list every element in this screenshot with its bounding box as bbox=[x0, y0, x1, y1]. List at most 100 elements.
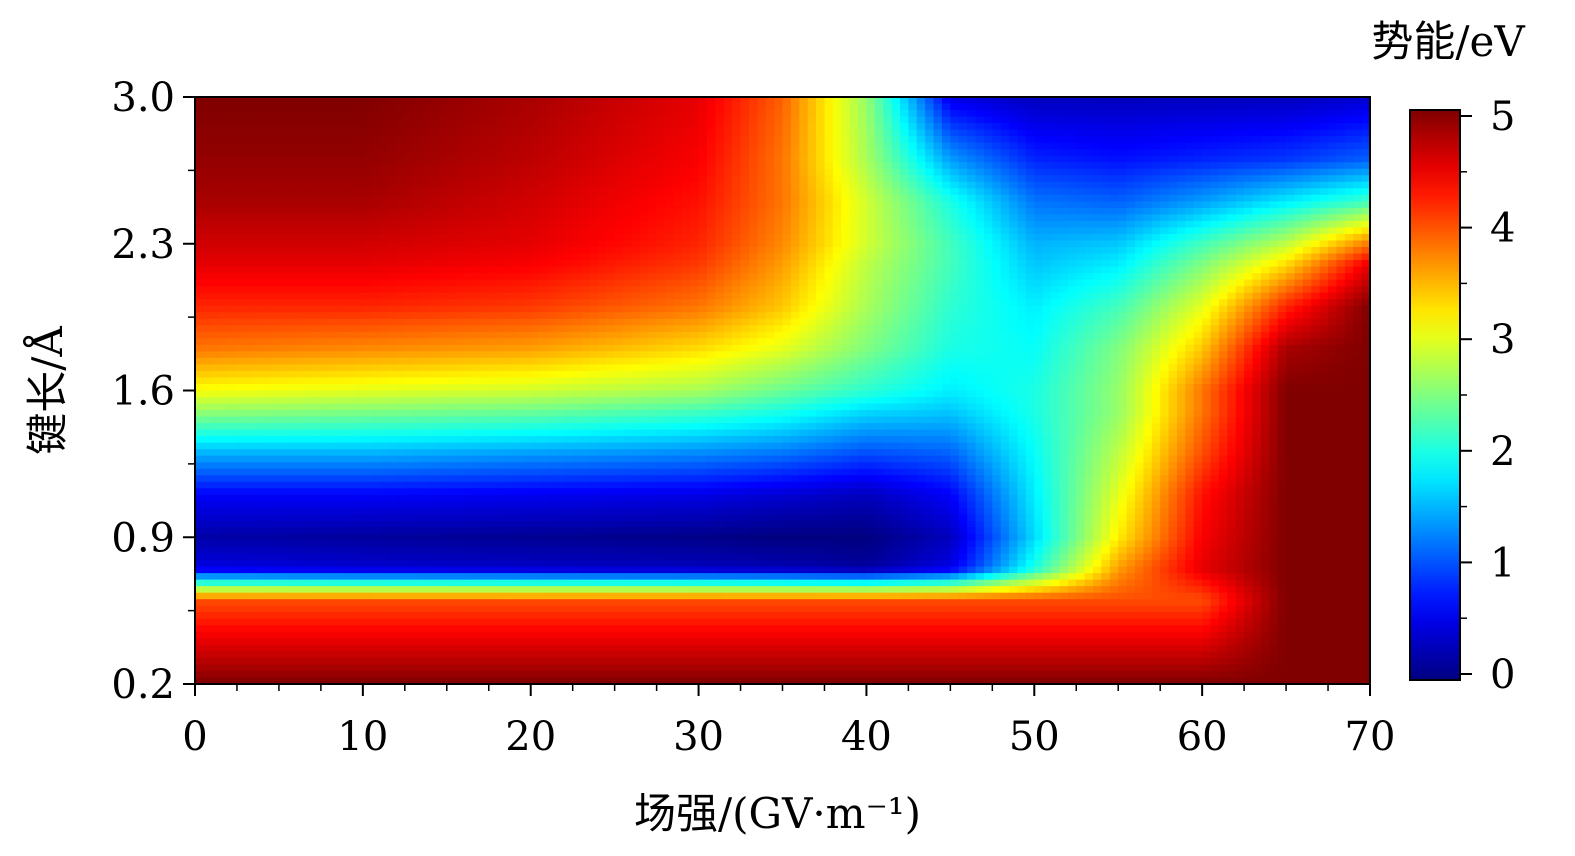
heatmap-cell bbox=[396, 253, 406, 261]
heatmap-cell bbox=[1311, 299, 1321, 307]
heatmap-cell bbox=[1101, 227, 1111, 235]
heatmap-cell bbox=[908, 292, 918, 300]
heatmap-cell bbox=[715, 123, 725, 131]
heatmap-cell bbox=[858, 305, 868, 313]
heatmap-cell bbox=[715, 325, 725, 333]
heatmap-cell bbox=[1059, 110, 1069, 118]
heatmap-cell bbox=[388, 220, 398, 229]
heatmap-cell bbox=[1042, 214, 1052, 222]
heatmap-cell bbox=[505, 260, 515, 268]
heatmap-cell bbox=[983, 325, 993, 333]
heatmap-cell bbox=[1235, 240, 1245, 248]
heatmap-cell bbox=[681, 325, 691, 333]
heatmap-cell bbox=[1126, 175, 1136, 183]
heatmap-cell bbox=[396, 279, 406, 287]
heatmap-cell bbox=[765, 129, 775, 137]
heatmap-cell bbox=[1185, 299, 1195, 307]
heatmap-cell bbox=[1143, 273, 1153, 281]
heatmap-cell bbox=[706, 279, 716, 287]
heatmap-cell bbox=[581, 97, 591, 105]
heatmap-cell bbox=[925, 181, 935, 189]
heatmap-cell bbox=[421, 181, 431, 189]
heatmap-cell bbox=[1210, 292, 1220, 300]
heatmap-cell bbox=[656, 110, 666, 118]
heatmap-cell bbox=[471, 266, 481, 274]
heatmap-cell bbox=[371, 227, 381, 235]
heatmap-cell bbox=[723, 188, 733, 196]
heatmap-cell bbox=[287, 162, 297, 170]
heatmap-cell bbox=[471, 142, 481, 150]
heatmap-cell bbox=[379, 142, 389, 150]
heatmap-cell bbox=[1235, 110, 1245, 118]
heatmap-cell bbox=[614, 116, 624, 124]
heatmap-cell bbox=[572, 266, 582, 274]
heatmap-cell bbox=[1009, 123, 1019, 131]
heatmap-cell bbox=[1051, 253, 1061, 261]
heatmap-cell bbox=[1353, 299, 1363, 307]
heatmap-cell bbox=[1227, 188, 1237, 196]
heatmap-cell bbox=[1185, 181, 1195, 189]
heatmap-cell bbox=[732, 325, 742, 333]
heatmap-cell bbox=[362, 247, 372, 255]
heatmap-cell bbox=[505, 97, 515, 105]
heatmap-cell bbox=[631, 312, 641, 320]
heatmap-cell bbox=[362, 194, 372, 202]
heatmap-cell bbox=[195, 227, 204, 235]
heatmap-cell bbox=[539, 136, 549, 144]
heatmap-cell bbox=[765, 155, 775, 163]
heatmap-cell bbox=[287, 194, 297, 202]
heatmap-cell bbox=[581, 253, 591, 261]
heatmap-cell bbox=[320, 110, 330, 118]
heatmap-cell bbox=[455, 247, 465, 255]
heatmap-cell bbox=[648, 227, 658, 235]
heatmap-cell bbox=[480, 162, 490, 170]
heatmap-cell bbox=[253, 279, 263, 287]
heatmap-cell bbox=[1269, 260, 1279, 268]
heatmap-cell bbox=[1135, 318, 1144, 326]
heatmap-cell bbox=[1000, 318, 1010, 326]
heatmap-cell bbox=[639, 227, 649, 235]
heatmap-cell bbox=[681, 233, 691, 242]
heatmap-cell bbox=[589, 312, 599, 320]
heatmap-cell bbox=[1009, 240, 1019, 248]
heatmap-cell bbox=[371, 240, 381, 248]
heatmap-cell bbox=[673, 227, 683, 235]
heatmap-cell bbox=[1118, 103, 1128, 111]
heatmap-cell bbox=[992, 292, 1002, 300]
heatmap-cell bbox=[287, 220, 297, 229]
heatmap-cell bbox=[1202, 136, 1212, 144]
heatmap-cell bbox=[706, 220, 716, 229]
heatmap-cell bbox=[1227, 123, 1237, 131]
heatmap-cell bbox=[530, 136, 540, 144]
heatmap-cell bbox=[295, 123, 305, 131]
heatmap-cell bbox=[774, 312, 784, 320]
heatmap-cell bbox=[1135, 110, 1144, 118]
heatmap-cell bbox=[446, 279, 456, 287]
heatmap-cell bbox=[589, 247, 599, 255]
heatmap-cell bbox=[614, 142, 624, 150]
heatmap-cell bbox=[774, 103, 784, 111]
heatmap-cell bbox=[253, 227, 263, 235]
heatmap-cell bbox=[874, 286, 884, 294]
heatmap-cell bbox=[1051, 103, 1061, 111]
heatmap-cell bbox=[698, 240, 708, 248]
heatmap-cell bbox=[849, 103, 859, 111]
heatmap-cell bbox=[723, 168, 733, 176]
heatmap-cell bbox=[547, 110, 557, 118]
heatmap-cell bbox=[765, 279, 775, 287]
heatmap-cell bbox=[421, 103, 431, 111]
heatmap-cell bbox=[908, 273, 918, 281]
heatmap-cell bbox=[723, 103, 733, 111]
heatmap-cell bbox=[631, 279, 641, 287]
heatmap-cell bbox=[1311, 286, 1321, 294]
heatmap-cell bbox=[849, 168, 859, 176]
heatmap-cell bbox=[1118, 123, 1128, 131]
heatmap-cell bbox=[304, 207, 314, 215]
heatmap-cell bbox=[933, 325, 943, 333]
heatmap-cell bbox=[547, 292, 557, 300]
heatmap-cell bbox=[396, 175, 406, 183]
heatmap-cell bbox=[354, 305, 364, 313]
heatmap-cell bbox=[1227, 227, 1237, 235]
heatmap-cell bbox=[1260, 142, 1270, 150]
heatmap-cell bbox=[287, 188, 297, 196]
